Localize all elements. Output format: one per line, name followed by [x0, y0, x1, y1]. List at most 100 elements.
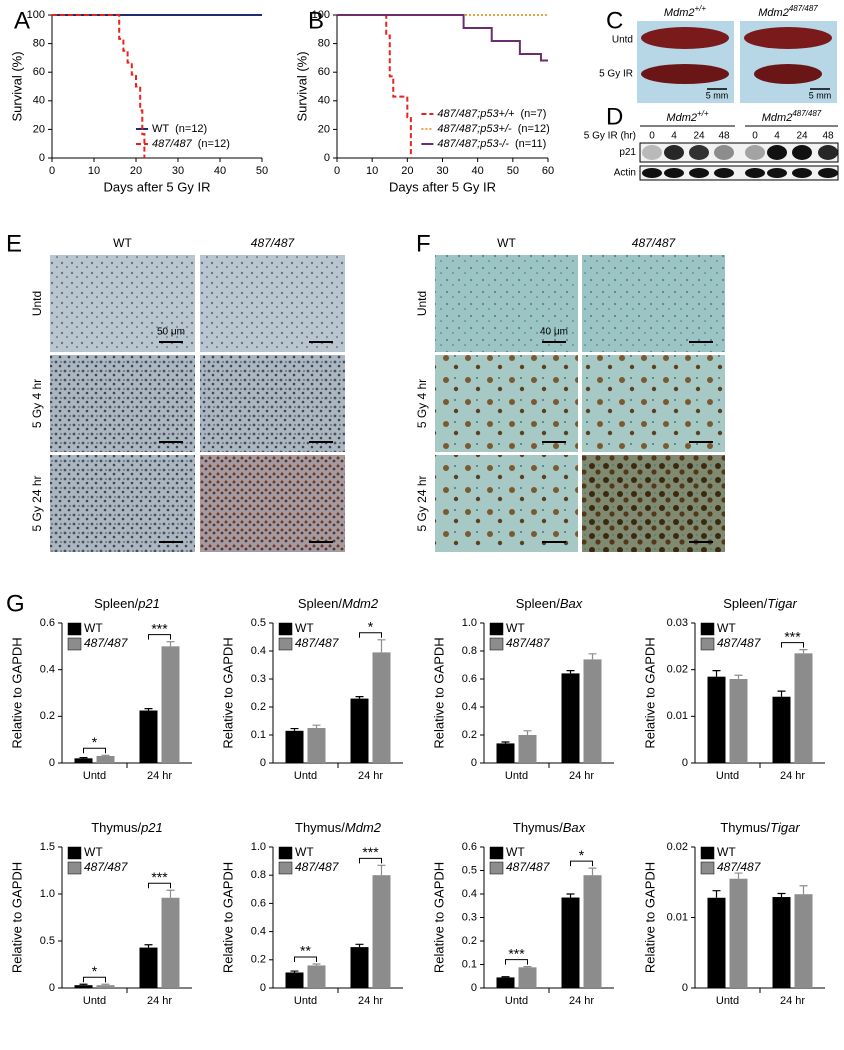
y-tick-label: 40	[33, 95, 45, 107]
micrograph	[582, 455, 725, 552]
error-bar	[712, 670, 721, 677]
x-tick-label: 20	[130, 165, 142, 177]
significance-label: ***	[508, 945, 525, 961]
error-bar	[777, 892, 786, 898]
micrograph	[435, 455, 578, 552]
chart-title: Thymus/Mdm2	[295, 820, 382, 835]
bar	[729, 679, 748, 763]
x-tick-label: Untd	[83, 770, 106, 782]
y-tick-label: 0.4	[462, 888, 477, 900]
y-tick-label: 0.02	[667, 841, 688, 853]
error-bar	[501, 976, 510, 978]
blot-band	[642, 168, 662, 178]
blot-band	[818, 168, 838, 178]
panel-letter: A	[14, 7, 30, 34]
survival-line	[337, 14, 548, 62]
y-tick-label: 0.2	[251, 701, 266, 713]
error-bar	[355, 696, 364, 699]
y-tick-label: 100	[312, 9, 330, 21]
error-bar	[101, 754, 110, 756]
error-bar	[712, 890, 721, 898]
chart-title: Thymus/Tigar	[720, 820, 800, 835]
y-tick-label: 1.0	[251, 841, 266, 853]
y-axis-label: Survival (%)	[9, 51, 24, 121]
significance-bracket	[83, 976, 106, 983]
error-bar	[79, 983, 88, 986]
legend-n: (n=12)	[175, 123, 207, 135]
bar	[729, 878, 748, 988]
error-bar	[166, 889, 175, 898]
significance-bracket	[148, 634, 171, 640]
legend-label: 487/487	[84, 860, 129, 874]
row-label: 5 Gy 24 hr	[30, 475, 44, 531]
error-bar	[144, 944, 153, 948]
error-bar	[734, 872, 743, 879]
x-tick-label: 24 hr	[358, 995, 383, 1007]
legend-label: WT	[152, 123, 169, 135]
legend-n: (n=11)	[515, 138, 546, 150]
error-bar	[79, 757, 88, 759]
blot-band	[714, 145, 734, 160]
legend-label: 487/487;p53+/-	[437, 123, 512, 135]
genotype: +/+	[697, 109, 709, 118]
y-tick-label: 0.5	[40, 935, 55, 947]
legend-label: 487/487	[506, 860, 551, 874]
x-tick-label: 0	[49, 165, 55, 177]
significance-label: **	[300, 943, 311, 959]
scale-bar-label: 5 mm	[706, 90, 729, 100]
legend-swatch	[489, 861, 504, 875]
bar	[707, 676, 726, 763]
blot-band	[714, 168, 734, 178]
row-label: 5 Gy IR	[599, 69, 633, 80]
legend-label: 487/487	[295, 860, 340, 874]
blot-band	[689, 145, 709, 160]
bar	[583, 659, 602, 763]
micrograph	[435, 355, 578, 452]
error-bar	[377, 639, 386, 653]
x-tick-label: 30	[172, 165, 184, 177]
title-text: Spleen/	[298, 596, 342, 611]
legend-label: WT	[84, 845, 103, 859]
significance-bracket	[781, 642, 804, 648]
spleen	[641, 27, 729, 49]
bar	[350, 698, 369, 763]
y-tick-label: 0.8	[251, 869, 266, 881]
y-tick-label: 0.01	[667, 710, 688, 722]
significance-label: *	[92, 734, 98, 750]
legend-swatch	[278, 861, 293, 875]
genotype: 487/487	[789, 4, 818, 13]
legend-swatch	[489, 622, 504, 636]
blot-label: Actin	[614, 168, 636, 179]
y-tick-label: 0	[49, 982, 55, 994]
blot-band	[689, 168, 709, 178]
significance-bracket	[359, 632, 382, 638]
legend-swatch	[700, 846, 715, 860]
x-axis-label: Days after 5 Gy IR	[389, 179, 496, 194]
gene: Mdm2	[762, 112, 793, 124]
blot-band	[745, 168, 765, 178]
x-tick-label: 24 hr	[780, 770, 805, 782]
title-gene: Bax	[560, 596, 583, 611]
legend-swatch	[278, 622, 293, 636]
y-axis-label: Relative to GAPDH	[642, 862, 657, 973]
legend-swatch	[489, 637, 504, 651]
chart-title: Spleen/Mdm2	[298, 596, 379, 611]
bar	[583, 875, 602, 988]
row-label: Untd	[415, 291, 429, 316]
error-bar	[523, 730, 532, 735]
y-tick-label: 0.01	[667, 911, 688, 923]
x-tick-label: 10	[366, 165, 378, 177]
bar	[307, 965, 326, 988]
column-label: 487/487	[251, 236, 296, 250]
significance-label: ***	[151, 869, 168, 885]
legend-label: WT	[717, 845, 736, 859]
y-tick-label: 40	[318, 95, 330, 107]
genotype: +/+	[694, 4, 706, 13]
y-tick-label: 0.03	[667, 617, 688, 629]
title-text: Spleen/	[516, 596, 560, 611]
panel-letter: F	[416, 230, 431, 257]
y-tick-label: 0.4	[462, 701, 477, 713]
x-tick-label: Untd	[716, 995, 739, 1007]
bar	[96, 756, 115, 763]
micrograph	[50, 255, 195, 352]
